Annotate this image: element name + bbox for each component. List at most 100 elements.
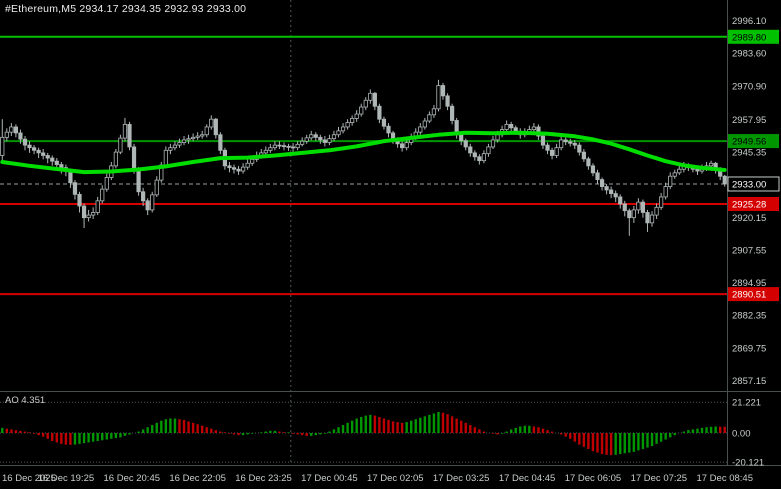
price-badge-2989.80[interactable]	[728, 29, 779, 44]
candle-body	[263, 149, 268, 154]
candle-body	[172, 144, 178, 149]
candle-body	[0, 136, 5, 156]
candle-body	[286, 146, 291, 148]
candle-body	[627, 210, 632, 219]
ao-axis-label: 21.221	[732, 398, 761, 409]
candle-body	[154, 179, 159, 196]
candle-body	[300, 140, 305, 145]
candle-body	[100, 188, 105, 202]
candle-body	[268, 147, 273, 151]
candle-body	[204, 126, 209, 136]
candle-body	[577, 144, 582, 153]
candle-body	[504, 123, 509, 130]
price-tick-label: 2970.90	[732, 81, 766, 92]
candle-body	[145, 200, 150, 211]
candle-body	[481, 153, 487, 162]
candle-body	[195, 135, 200, 138]
candle-body	[590, 165, 596, 174]
candle-body	[318, 136, 323, 141]
candle-body	[240, 166, 246, 172]
candle-body	[545, 144, 550, 151]
time-label: 17 Dec 08:45	[696, 473, 753, 484]
candle-body	[13, 126, 19, 134]
candle-body	[54, 160, 59, 165]
candle-body	[250, 158, 255, 164]
candle-body	[191, 136, 196, 140]
price-axis[interactable]: 2996.102983.602970.902957.952945.352932.…	[732, 16, 766, 387]
candle-body	[404, 142, 409, 149]
time-label: 17 Dec 04:45	[499, 473, 556, 484]
candle-body	[322, 139, 327, 143]
candle-body	[631, 209, 636, 219]
candle-body	[509, 123, 514, 129]
time-label: 16 Dec 2025	[2, 473, 56, 484]
candle-body	[604, 186, 609, 191]
price-badge-2933.00[interactable]	[727, 176, 780, 192]
candle-body	[490, 139, 496, 148]
candle-body	[304, 137, 309, 142]
candle-body	[345, 122, 350, 128]
candle-body	[150, 194, 155, 211]
candle-body	[295, 143, 300, 149]
price-tick-label: 2983.60	[732, 48, 766, 59]
candle-body	[654, 206, 659, 216]
candle-body	[131, 146, 137, 170]
candle-body	[472, 152, 477, 158]
price-badge-2890.51[interactable]	[728, 287, 779, 302]
candle-body	[440, 85, 446, 97]
time-label: 16 Dec 22:05	[169, 473, 226, 484]
candle-body	[609, 189, 614, 194]
time-label: 17 Dec 02:05	[367, 473, 424, 484]
candle-body	[386, 125, 391, 134]
price-badge-2949.56[interactable]	[728, 134, 779, 149]
candle-body	[677, 168, 682, 174]
candle-body	[22, 138, 28, 146]
candle-body	[50, 157, 55, 162]
price-tick-label: 2857.15	[732, 376, 766, 387]
candle-body	[354, 113, 359, 119]
candle-body	[141, 191, 146, 202]
candle-body	[495, 134, 500, 141]
candle-body	[568, 141, 573, 144]
candle-body	[595, 172, 600, 180]
candle-body	[27, 144, 32, 149]
candle-body	[327, 138, 332, 143]
candle-body	[331, 134, 337, 140]
price-badge-2925.28[interactable]	[728, 196, 779, 211]
time-label: 17 Dec 07:25	[631, 473, 688, 484]
ao-histogram	[1, 411, 726, 456]
candle-body	[9, 126, 14, 133]
candle-body	[163, 149, 168, 166]
time-label: 16 Dec 20:45	[104, 473, 161, 484]
candle-body	[400, 143, 405, 149]
candle-body	[227, 165, 232, 169]
candle-body	[86, 214, 91, 219]
candle-body	[41, 152, 46, 156]
candle-body	[549, 149, 555, 156]
price-tick-label: 2907.55	[732, 245, 766, 256]
candle-body	[695, 168, 700, 172]
price-badge-label: 2925.28	[732, 199, 766, 210]
ao-axis-label: 0.00	[732, 429, 751, 440]
candle-body	[459, 134, 464, 142]
time-label: 17 Dec 00:45	[301, 473, 358, 484]
candle-body	[45, 155, 50, 159]
candle-body	[277, 144, 282, 147]
candle-body	[649, 214, 655, 224]
price-tick-label: 2894.95	[732, 278, 766, 289]
time-label: 16 Dec 19:25	[38, 473, 95, 484]
price-badge-label: 2949.56	[732, 137, 766, 148]
candle-body	[586, 158, 591, 167]
candle-body	[613, 193, 618, 198]
candle-body	[622, 203, 627, 212]
candle-body	[136, 168, 141, 193]
price-tick-label: 2920.15	[732, 213, 766, 224]
candle-body	[540, 135, 546, 146]
candle-body	[231, 167, 237, 170]
candle-body	[245, 162, 250, 168]
candle-body	[168, 147, 173, 151]
price-badge-label: 2933.00	[732, 179, 766, 190]
candle-body	[431, 108, 437, 116]
